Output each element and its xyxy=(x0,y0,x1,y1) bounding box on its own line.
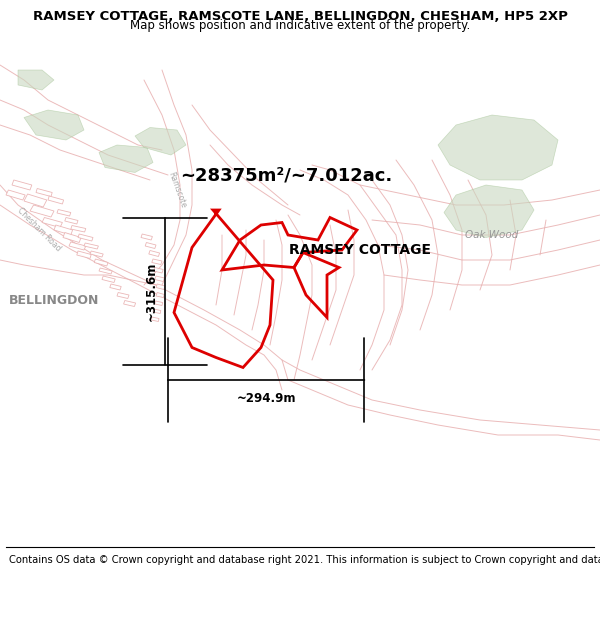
Polygon shape xyxy=(84,243,98,249)
Polygon shape xyxy=(444,185,534,238)
Polygon shape xyxy=(110,284,121,290)
Polygon shape xyxy=(63,232,81,242)
Polygon shape xyxy=(71,226,86,232)
Polygon shape xyxy=(24,110,84,140)
Polygon shape xyxy=(69,242,86,250)
Polygon shape xyxy=(145,242,156,249)
Polygon shape xyxy=(141,234,152,240)
Text: Ramscote: Ramscote xyxy=(166,171,188,209)
Polygon shape xyxy=(90,251,103,257)
Polygon shape xyxy=(152,259,162,264)
Polygon shape xyxy=(30,205,54,217)
Text: Oak Wood: Oak Wood xyxy=(466,230,518,240)
Polygon shape xyxy=(156,284,165,289)
Text: BELLINGDON: BELLINGDON xyxy=(9,294,99,306)
Text: Contains OS data © Crown copyright and database right 2021. This information is : Contains OS data © Crown copyright and d… xyxy=(9,554,600,564)
Text: Map shows position and indicative extent of the property.: Map shows position and indicative extent… xyxy=(130,19,470,31)
Polygon shape xyxy=(36,189,52,196)
Polygon shape xyxy=(149,251,160,256)
Polygon shape xyxy=(94,259,108,266)
Polygon shape xyxy=(42,217,62,227)
Polygon shape xyxy=(54,225,73,235)
Polygon shape xyxy=(24,194,47,207)
Polygon shape xyxy=(155,276,164,281)
Polygon shape xyxy=(153,309,161,314)
Polygon shape xyxy=(99,145,153,172)
Polygon shape xyxy=(151,317,159,321)
Polygon shape xyxy=(135,127,186,155)
Text: ~315.6m: ~315.6m xyxy=(145,261,158,321)
Polygon shape xyxy=(12,180,32,190)
Polygon shape xyxy=(57,209,71,216)
Polygon shape xyxy=(78,234,93,241)
Polygon shape xyxy=(117,292,129,299)
Text: Chesham Road: Chesham Road xyxy=(16,206,62,254)
Polygon shape xyxy=(99,268,112,274)
Polygon shape xyxy=(155,301,163,306)
Polygon shape xyxy=(102,276,115,282)
Polygon shape xyxy=(124,301,136,306)
Polygon shape xyxy=(18,70,54,90)
Polygon shape xyxy=(65,217,78,224)
Text: ~294.9m: ~294.9m xyxy=(236,392,296,406)
Polygon shape xyxy=(156,292,164,297)
Text: ~28375m²/~7.012ac.: ~28375m²/~7.012ac. xyxy=(180,166,392,184)
Text: RAMSEY COTTAGE: RAMSEY COTTAGE xyxy=(289,243,431,257)
Text: RAMSEY COTTAGE, RAMSCOTE LANE, BELLINGDON, CHESHAM, HP5 2XP: RAMSEY COTTAGE, RAMSCOTE LANE, BELLINGDO… xyxy=(32,10,568,23)
Polygon shape xyxy=(48,196,64,204)
Polygon shape xyxy=(77,251,91,259)
Polygon shape xyxy=(154,268,163,273)
Polygon shape xyxy=(6,190,25,200)
Polygon shape xyxy=(438,115,558,180)
